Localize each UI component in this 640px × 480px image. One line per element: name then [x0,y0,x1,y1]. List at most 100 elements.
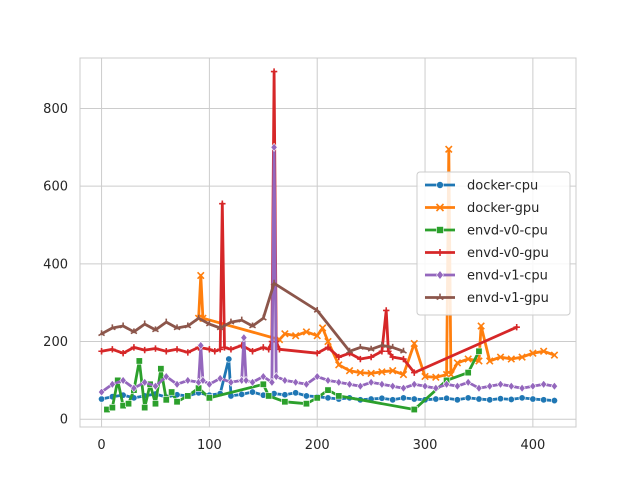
data-point [383,307,390,314]
data-point [108,404,116,412]
data-point [443,379,451,389]
legend-label: docker-gpu [467,201,539,216]
series-docker-cpu [98,355,558,405]
data-point [357,355,364,363]
data-point [529,395,537,403]
data-point [486,396,494,404]
data-point [410,379,418,389]
data-point [432,395,440,403]
data-point [151,381,160,391]
data-point [119,375,127,385]
data-point [163,348,170,355]
legend-item: docker-gpu [425,201,539,216]
legend-item: envd-v0-cpu [425,224,548,239]
data-point [259,380,267,388]
data-point [227,346,235,353]
data-point [518,383,526,393]
data-point [399,370,408,379]
data-point [529,349,537,357]
data-point [550,397,558,405]
data-point [238,390,246,398]
data-point [335,377,343,387]
data-point [486,381,494,391]
legend-label: envd-v1-cpu [467,269,548,284]
data-point [378,348,386,355]
data-point [313,306,321,313]
legend-label: envd-v0-gpu [467,246,549,261]
data-point [550,351,559,359]
data-point [248,377,257,387]
data-point [385,348,392,355]
data-point [324,344,332,351]
data-point [141,377,149,387]
data-point [421,372,429,381]
data-point [421,381,429,391]
x-tick-label: 200 [305,438,330,453]
data-point [313,372,321,381]
data-point [302,392,310,400]
data-point [410,395,418,403]
series-envd-v0-gpu [98,68,520,376]
data-point [453,396,461,404]
data-point [518,394,526,402]
data-point [162,318,170,325]
data-point [240,333,248,343]
data-point [242,375,250,385]
data-point [281,375,289,385]
data-point [507,395,515,403]
series-envd-v1-cpu [97,142,559,397]
data-point [432,373,440,382]
data-point [259,314,267,321]
data-point [141,320,149,327]
data-point [221,344,228,351]
data-point [356,381,364,391]
data-point [272,372,280,381]
data-point [302,379,311,389]
y-tick-label: 400 [43,257,68,272]
data-point [205,379,213,389]
data-point [292,389,300,397]
data-point [378,394,386,402]
legend-box [416,171,571,316]
series-line [105,349,481,411]
data-point [436,293,444,301]
data-point [550,381,559,391]
data-point [335,353,342,361]
data-point [345,379,354,389]
data-point [206,346,213,353]
data-point [464,394,472,402]
data-point [196,271,205,280]
y-tick-label: 200 [43,335,68,350]
data-point [281,391,289,399]
legend-item: docker-cpu [425,179,538,194]
data-point [249,388,257,396]
data-point [227,377,235,387]
data-point [249,348,256,355]
legend-item: envd-v1-gpu [425,291,549,306]
data-point [227,318,235,325]
data-point [314,350,321,357]
data-point [389,396,397,404]
data-point [184,322,192,329]
data-point [249,322,256,329]
data-point [513,323,520,331]
data-point [109,346,116,353]
data-point [318,324,327,332]
data-point [335,392,343,400]
data-point [399,383,408,393]
data-point [157,365,165,373]
data-point [389,353,396,361]
data-point [302,328,311,336]
y-tick-label: 0 [60,413,68,428]
data-point [98,330,106,337]
data-point [302,400,310,408]
data-point [259,372,267,381]
data-point [464,355,472,363]
series-envd-v1-gpu [98,279,407,354]
data-point [162,372,170,381]
data-point [98,348,105,355]
data-point [443,394,451,402]
y-tick-label: 800 [43,102,68,117]
data-point [367,353,375,361]
